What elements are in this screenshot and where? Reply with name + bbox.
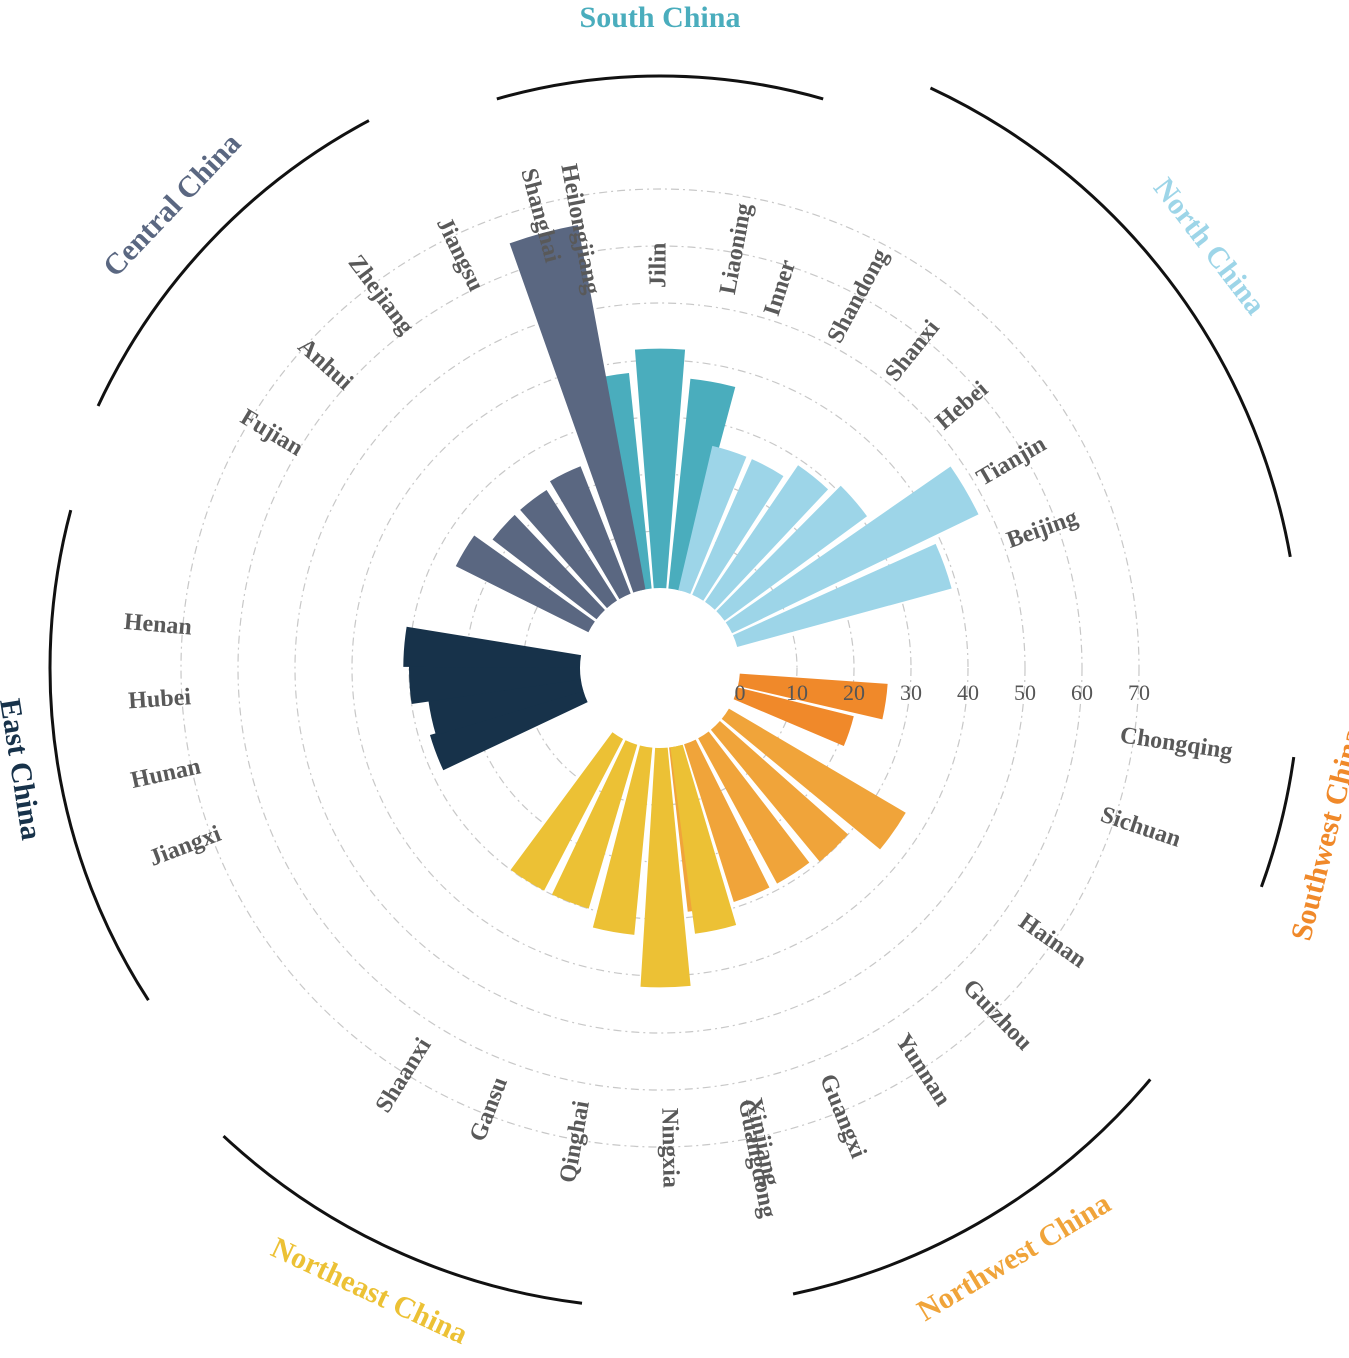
- province-label-yunnan: Yunnan: [890, 1029, 956, 1111]
- bar-hebei: [716, 485, 868, 621]
- province-label-chongqing: Chongqing: [1118, 722, 1234, 764]
- province-label-gansu: Gansu: [465, 1074, 513, 1146]
- province-label-henan: Henan: [123, 609, 193, 641]
- province-label-jilin: Jilin: [646, 243, 672, 288]
- grid-circle-50: [294, 302, 1026, 1034]
- region-title-south-china: South China: [580, 1, 741, 34]
- grid-circle-60: [237, 245, 1083, 1091]
- bar-liaoning: [668, 378, 736, 591]
- province-label-fujian: Fujian: [236, 404, 308, 461]
- bar-gansu: [551, 740, 638, 909]
- province-label-liaoning: Liaoning: [715, 201, 757, 296]
- bar-hainan: [721, 708, 906, 850]
- bar-chongqing: [737, 673, 888, 720]
- bar-hubei: [409, 664, 581, 705]
- radial-tick-label: 40: [957, 680, 979, 705]
- bar-sichuan: [733, 687, 854, 747]
- province-label-hunan: Hunan: [129, 754, 204, 794]
- province-label-shandong: Shandong: [822, 245, 894, 348]
- region-arc-central-china: [96, 119, 370, 407]
- province-label-hainan: Hainan: [1014, 908, 1091, 973]
- province-label-sichuan: Sichuan: [1097, 802, 1184, 853]
- bar-xinjiang: [670, 744, 737, 934]
- bar-jiangxi: [429, 690, 588, 771]
- radial-tick-label: 50: [1014, 680, 1036, 705]
- bar-fujian: [455, 535, 595, 633]
- region-title-north-china: North China: [1147, 172, 1272, 321]
- bar-tianjin: [725, 466, 979, 634]
- province-label-beijing: Beijing: [1003, 505, 1081, 554]
- radial-tick-label: 70: [1128, 680, 1150, 705]
- bar-anhui: [492, 514, 605, 620]
- bar-yunnan: [698, 731, 810, 884]
- region-title-central-china: Central China: [97, 127, 248, 283]
- province-label-jiangxi: Jiangxi: [146, 821, 225, 872]
- bar-guizhou: [710, 721, 848, 862]
- region-arc-southwest-china: [1259, 756, 1296, 888]
- province-label-guangxi: Guangxi: [814, 1071, 871, 1163]
- bar-shanxi: [705, 465, 829, 610]
- grid-circle-70: [180, 188, 1140, 1148]
- province-label-hubei: Hubei: [128, 684, 193, 714]
- radial-tick-label: 20: [843, 680, 865, 705]
- province-label-shanxi: Shanxi: [880, 315, 945, 387]
- bar-qinghai: [592, 745, 653, 935]
- province-label-anhui: Anhui: [293, 333, 358, 395]
- bars: [403, 225, 979, 988]
- bar-beijing: [732, 543, 952, 647]
- region-arc-northwest-china: [792, 1078, 1152, 1296]
- province-label-hebei: Hebei: [931, 376, 994, 435]
- province-label-shaanxi: Shaanxi: [371, 1033, 437, 1117]
- bar-jiangsu: [549, 466, 631, 600]
- bar-guangxi: [684, 739, 770, 902]
- province-labels: Heilongjiang Jilin Liaoning Inner ShandongSh…: [123, 162, 1234, 1220]
- region-title-northwest-china: Northwest China: [912, 1187, 1117, 1328]
- grid-circle-10: [522, 530, 798, 806]
- region-arc-south-china: [496, 74, 824, 101]
- bar-shandong: [692, 459, 784, 601]
- grid-circle-40: [351, 359, 969, 977]
- region-arc-east-china: [48, 509, 150, 1002]
- province-label-zhejiang: Zhejiang: [343, 250, 419, 339]
- province-label-guizhou: Guizhou: [957, 974, 1037, 1055]
- region-title-east-china: East China: [0, 696, 48, 842]
- bar-ningxia: [640, 747, 691, 988]
- radial-tick-label: 30: [900, 680, 922, 705]
- bar-shanghai: [509, 225, 646, 593]
- province-label-inner: Inner: [759, 256, 801, 319]
- radial-tick-labels: 0 10 20 30 40 50 60 70: [735, 680, 1151, 705]
- region-arc-north-china: [929, 86, 1292, 558]
- bar-jilin: [634, 348, 686, 589]
- province-label-ningxia: Ningxia: [656, 1108, 683, 1188]
- bar-zhejiang: [520, 489, 618, 609]
- province-label-tianjin: Tianjin: [972, 431, 1050, 492]
- bar-inner: [678, 445, 747, 594]
- region-arc-northeast-china: [222, 1134, 583, 1305]
- radial-tick-label: 10: [786, 680, 808, 705]
- bar-henan: [403, 626, 582, 668]
- radial-tick-label: 60: [1071, 680, 1093, 705]
- radial-tick-label: 0: [735, 680, 746, 705]
- bar-shaanxi: [510, 732, 624, 891]
- region-title-northeast-china: Northeast China: [266, 1231, 473, 1351]
- province-label-jiangsu: Jiangsu: [431, 213, 489, 295]
- bar-hunan: [428, 678, 584, 736]
